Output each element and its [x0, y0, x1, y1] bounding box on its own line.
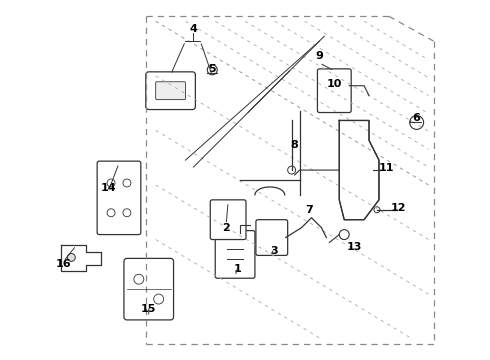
Circle shape	[154, 294, 164, 304]
Text: 11: 11	[379, 163, 394, 173]
Circle shape	[123, 179, 131, 187]
FancyBboxPatch shape	[210, 200, 246, 239]
Circle shape	[68, 253, 75, 261]
Text: 7: 7	[306, 205, 314, 215]
Text: 3: 3	[270, 247, 278, 256]
Circle shape	[410, 116, 424, 129]
Text: 12: 12	[391, 203, 407, 213]
Polygon shape	[339, 121, 379, 220]
Circle shape	[339, 230, 349, 239]
Text: 15: 15	[141, 304, 156, 314]
Circle shape	[374, 207, 380, 213]
Circle shape	[107, 209, 115, 217]
Text: 16: 16	[55, 259, 71, 269]
FancyBboxPatch shape	[256, 220, 288, 255]
Circle shape	[134, 274, 144, 284]
Text: 4: 4	[190, 24, 197, 34]
Text: 6: 6	[413, 113, 420, 123]
Text: 9: 9	[316, 51, 323, 61]
Circle shape	[288, 166, 295, 174]
FancyBboxPatch shape	[97, 161, 141, 235]
Text: 1: 1	[234, 264, 242, 274]
FancyBboxPatch shape	[215, 231, 255, 278]
FancyBboxPatch shape	[156, 82, 185, 100]
FancyBboxPatch shape	[318, 69, 351, 113]
FancyBboxPatch shape	[124, 258, 173, 320]
Circle shape	[365, 166, 373, 174]
Polygon shape	[61, 246, 101, 271]
Text: 2: 2	[222, 222, 230, 233]
Text: 10: 10	[327, 79, 342, 89]
Text: 5: 5	[208, 64, 216, 74]
Text: 8: 8	[291, 140, 298, 150]
FancyBboxPatch shape	[146, 72, 196, 109]
Text: 13: 13	[346, 243, 362, 252]
Circle shape	[123, 209, 131, 217]
Circle shape	[107, 179, 115, 187]
Circle shape	[207, 65, 217, 75]
Text: 14: 14	[100, 183, 116, 193]
